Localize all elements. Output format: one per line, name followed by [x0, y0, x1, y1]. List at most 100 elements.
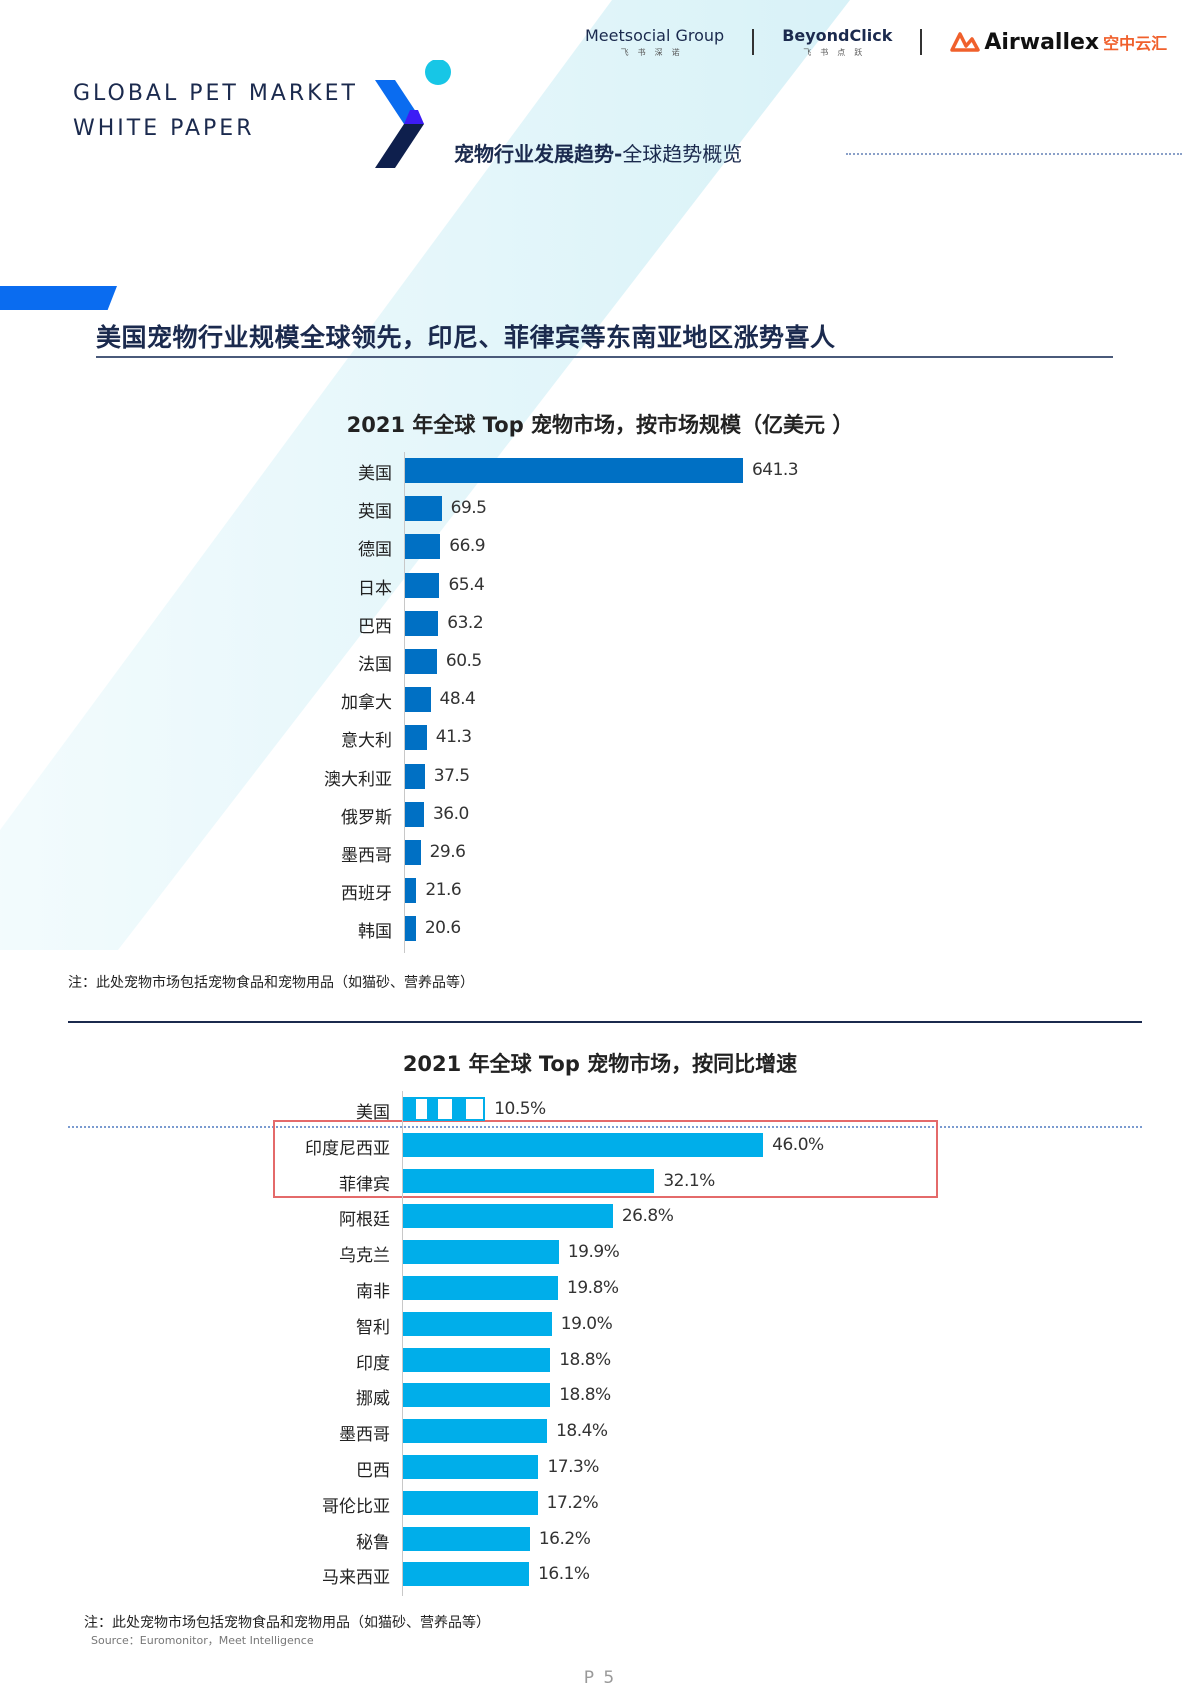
bar — [403, 1455, 539, 1479]
logo-divider — [752, 29, 755, 55]
bar-value-label: 18.8% — [559, 1349, 611, 1370]
bar-value-label: 18.4% — [556, 1421, 608, 1442]
bar-value-label: 48.4 — [439, 689, 476, 710]
chart-axis-line — [402, 1091, 403, 1597]
bar — [403, 1240, 559, 1265]
bar — [403, 1097, 486, 1121]
bar-category-label: 巴西 — [358, 616, 392, 637]
meetsocial-logo-sub: 飞书深诺 — [620, 48, 689, 57]
bar-value-label: 37.5 — [433, 765, 470, 786]
bar-category-label: 西班牙 — [341, 884, 392, 905]
section-subtitle: 宠物行业发展趋势-全球趋势概览 — [454, 138, 742, 167]
bar-value-label: 10.5% — [494, 1099, 546, 1119]
bar — [405, 840, 421, 865]
bar — [405, 649, 437, 674]
airwallex-logo-cn: 空中云汇 — [1103, 34, 1168, 53]
bar-value-label: 641.3 — [751, 460, 799, 480]
bar-category-label: 美国 — [356, 1103, 390, 1123]
bar-category-label: 乌克兰 — [339, 1246, 390, 1267]
bar-category-label: 秘鲁 — [356, 1532, 390, 1553]
bar — [403, 1204, 613, 1229]
bar-value-label: 19.0% — [560, 1313, 613, 1334]
beyondclick-logo: BeyondClick 飞书点跃 — [782, 26, 892, 58]
bar — [405, 610, 439, 636]
bar — [405, 916, 416, 942]
page-number: P 5 — [583, 1668, 617, 1688]
bar-value-label: 69.5 — [450, 498, 487, 519]
beyondclick-logo-sub: 飞书点跃 — [803, 48, 872, 57]
bar — [405, 878, 417, 904]
bar — [403, 1562, 530, 1587]
bar — [403, 1526, 530, 1551]
brand-title-line1: GLOBAL PET MARKET — [73, 81, 358, 106]
bar — [405, 572, 440, 598]
bar — [403, 1132, 764, 1157]
bar-value-label: 18.8% — [559, 1385, 611, 1406]
brand-title: GLOBAL PET MARKET WHITE PAPER — [73, 76, 358, 146]
bar-category-label: 意大利 — [341, 731, 392, 752]
bar-value-label: 65.4 — [448, 574, 485, 595]
bar — [403, 1383, 551, 1408]
bar-value-label: 63.2 — [447, 612, 484, 633]
bar-value-label: 29.6 — [429, 842, 466, 862]
bar-value-label: 36.0 — [432, 803, 469, 824]
bar-category-label: 法国 — [358, 655, 392, 675]
bar-category-label: 马来西亚 — [322, 1568, 390, 1589]
highlight-box-sea — [273, 1120, 938, 1198]
bar-category-label: 美国 — [358, 464, 392, 484]
bar-value-label: 66.9 — [449, 536, 486, 557]
source-citation: Source：Euromonitor，Meet Intelligence — [91, 1634, 314, 1647]
airwallex-logo: Airwallex 空中云汇 — [950, 30, 1167, 55]
bar-category-label: 挪威 — [356, 1389, 390, 1410]
section-separator — [68, 1021, 1142, 1023]
bar-value-label: 20.6 — [424, 918, 461, 939]
bar-category-label: 俄罗斯 — [341, 807, 392, 828]
headline-underline — [96, 356, 1113, 358]
logo-divider — [920, 29, 923, 55]
reference-dotted-line — [68, 1126, 1142, 1128]
beyondclick-logo-text: BeyondClick — [782, 26, 893, 45]
chart-market-size-title: 2021 年全球 Top 宠物市场，按市场规模（亿美元 ） — [346, 413, 854, 437]
accent-bar — [0, 286, 117, 310]
bar-value-label: 26.8% — [621, 1206, 674, 1227]
chart-axis-line — [404, 452, 405, 953]
bar-category-label: 巴西 — [356, 1461, 390, 1481]
chart-growth-note: 注：此处宠物市场包括宠物食品和宠物用品（如猫砂、营养品等） — [84, 1615, 490, 1631]
chart-growth-title: 2021 年全球 Top 宠物市场，按同比增速 — [402, 1052, 798, 1076]
bar-category-label: 加拿大 — [341, 693, 392, 714]
bar — [403, 1168, 655, 1193]
bar-value-label: 17.2% — [546, 1492, 599, 1513]
bar — [405, 801, 424, 827]
bar-category-label: 阿根廷 — [339, 1210, 390, 1231]
bar-category-label: 澳大利亚 — [324, 769, 392, 790]
bar-category-label: 德国 — [358, 540, 392, 561]
bar-value-label: 32.1% — [663, 1170, 715, 1191]
bar-value-label: 19.8% — [567, 1278, 619, 1298]
bar — [405, 534, 441, 560]
bar — [405, 763, 425, 789]
bar-category-label: 南非 — [356, 1282, 390, 1302]
page-headline: 美国宠物行业规模全球领先，印尼、菲律宾等东南亚地区涨势喜人 — [96, 323, 836, 352]
bar-category-label: 墨西哥 — [341, 846, 392, 866]
chart-market-size-note: 注：此处宠物市场包括宠物食品和宠物用品（如猫砂、营养品等） — [68, 975, 474, 991]
bar — [403, 1490, 538, 1515]
bar — [403, 1311, 552, 1336]
bar-category-label: 韩国 — [358, 922, 392, 943]
brand-title-line2: WHITE PAPER — [73, 116, 255, 141]
header-dotted-rule — [846, 153, 1182, 155]
bar — [405, 458, 743, 483]
bar-value-label: 21.6 — [425, 880, 462, 901]
meetsocial-logo-text: Meetsocial Group — [585, 26, 725, 45]
bar-value-label: 60.5 — [445, 651, 482, 671]
bar — [405, 496, 442, 522]
bar — [403, 1347, 551, 1372]
bar-value-label: 16.1% — [538, 1564, 590, 1585]
partner-logos: Meetsocial Group 飞书深诺 BeyondClick 飞书点跃 A… — [585, 22, 1167, 62]
bar-category-label: 哥伦比亚 — [322, 1496, 390, 1517]
bar — [405, 687, 431, 713]
bar-value-label: 19.9% — [567, 1242, 620, 1263]
bar-value-label: 16.2% — [538, 1528, 591, 1549]
bar-value-label: 46.0% — [772, 1134, 824, 1155]
section-subtitle-light: 全球趋势概览 — [622, 142, 743, 166]
